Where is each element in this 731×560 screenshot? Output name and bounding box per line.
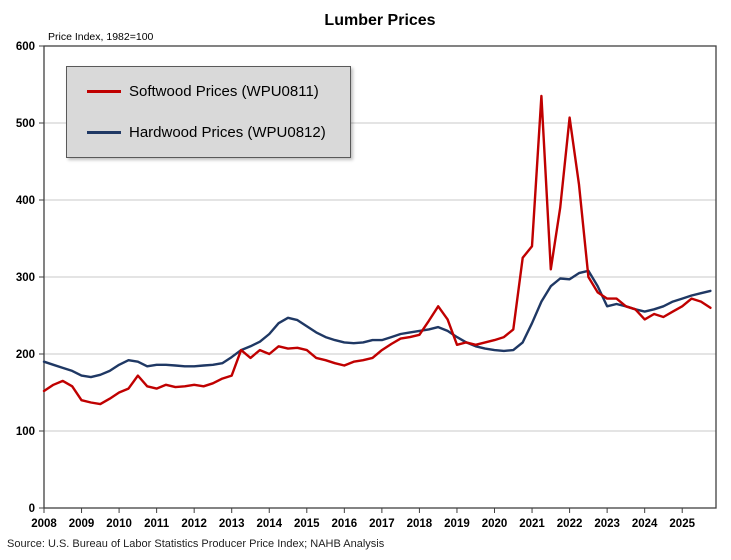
source-note: Source: U.S. Bureau of Labor Statistics … [7,538,385,550]
x-tick-label: 2019 [444,518,470,530]
y-tick-label: 100 [16,426,35,438]
x-tick-label: 2016 [332,518,358,530]
legend-item: Softwood Prices (WPU0811) [87,83,326,100]
x-tick-label: 2022 [557,518,583,530]
x-tick-label: 2024 [632,518,658,530]
x-tick-label: 2010 [106,518,132,530]
hardwood-line [42,269,712,379]
x-tick-label: 2020 [482,518,508,530]
legend-label: Hardwood Prices (WPU0812) [129,124,326,141]
chart-title: Lumber Prices [324,12,436,29]
y-tick-label: 500 [16,118,35,130]
x-tick-label: 2017 [369,518,395,530]
x-tick-label: 2012 [181,518,207,530]
x-tick-label: 2011 [144,518,170,530]
x-tick-label: 2021 [519,518,545,530]
legend-swatch [87,90,121,93]
softwood-line [42,94,712,406]
x-tick-label: 2013 [219,518,245,530]
x-tick-label: 2014 [256,518,282,530]
x-tick-label: 2018 [407,518,433,530]
y-tick-label: 600 [16,41,35,53]
x-tick-label: 2008 [31,518,57,530]
x-tick-label: 2015 [294,518,320,530]
y-tick-label: 200 [16,349,35,361]
legend-item: Hardwood Prices (WPU0812) [87,124,326,141]
legend-swatch [87,131,121,134]
x-tick-label: 2025 [669,518,695,530]
y-tick-label: 0 [29,503,35,515]
y-axis-note: Price Index, 1982=100 [48,31,154,43]
y-tick-label: 300 [16,272,35,284]
legend-box: Softwood Prices (WPU0811) Hardwood Prices… [66,66,351,158]
legend-label: Softwood Prices (WPU0811) [129,83,319,100]
y-tick-label: 400 [16,195,35,207]
x-tick-label: 2009 [69,518,95,530]
x-tick-label: 2023 [594,518,620,530]
